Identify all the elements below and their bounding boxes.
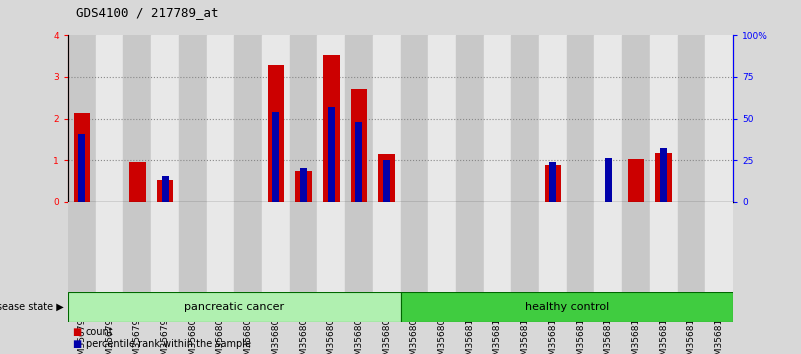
Bar [429,35,456,202]
Bar [345,35,372,202]
Bar [400,202,429,306]
Bar [345,202,372,306]
Bar [323,55,340,202]
Bar [123,35,151,202]
Bar [262,35,290,202]
Bar [262,202,290,306]
Bar [157,180,173,202]
Bar [129,162,146,202]
Bar [400,35,429,202]
Bar [268,65,284,202]
Bar [567,35,594,202]
Text: healthy control: healthy control [525,302,609,312]
Bar [594,35,622,202]
Bar [96,202,123,306]
Bar [207,202,235,306]
Bar [317,35,345,202]
Bar [272,112,280,202]
Bar [705,202,733,306]
Bar [179,202,207,306]
Bar [650,35,678,202]
Bar [372,202,400,306]
Bar [96,35,123,202]
Bar [545,165,562,202]
Bar [678,202,705,306]
Bar [290,202,317,306]
Bar [628,159,644,202]
Text: percentile rank within the sample: percentile rank within the sample [86,339,251,349]
Bar [68,202,96,306]
Bar [351,88,367,202]
Bar [429,202,456,306]
Bar [162,176,168,202]
Bar [123,202,151,306]
Bar [456,35,484,202]
Bar [290,35,317,202]
Bar [317,202,345,306]
Bar [622,202,650,306]
Bar [151,35,179,202]
Bar [400,292,733,322]
Text: ■: ■ [72,327,82,337]
Text: GDS4100 / 217789_at: GDS4100 / 217789_at [76,6,219,19]
Bar [78,133,86,202]
Bar [235,35,262,202]
Bar [567,202,594,306]
Bar [539,35,567,202]
Bar [605,158,612,202]
Text: count: count [86,327,113,337]
Text: ■: ■ [72,339,82,349]
Bar [650,202,678,306]
Bar [68,292,400,322]
Bar [378,154,395,202]
Bar [511,35,539,202]
Bar [678,35,705,202]
Bar [456,202,484,306]
Bar [356,122,362,202]
Bar [484,35,511,202]
Bar [300,168,307,202]
Bar [622,35,650,202]
Text: pancreatic cancer: pancreatic cancer [184,302,284,312]
Bar [207,35,235,202]
Bar [151,202,179,306]
Bar [235,202,262,306]
Bar [594,202,622,306]
Bar [549,162,557,202]
Bar [383,160,390,202]
Bar [296,171,312,202]
Bar [705,35,733,202]
Bar [372,35,400,202]
Bar [660,148,667,202]
Bar [539,202,567,306]
Bar [484,202,511,306]
Text: disease state ▶: disease state ▶ [0,302,64,312]
Bar [68,35,96,202]
Bar [328,107,335,202]
Bar [511,202,539,306]
Bar [74,113,91,202]
Bar [655,153,672,202]
Bar [179,35,207,202]
